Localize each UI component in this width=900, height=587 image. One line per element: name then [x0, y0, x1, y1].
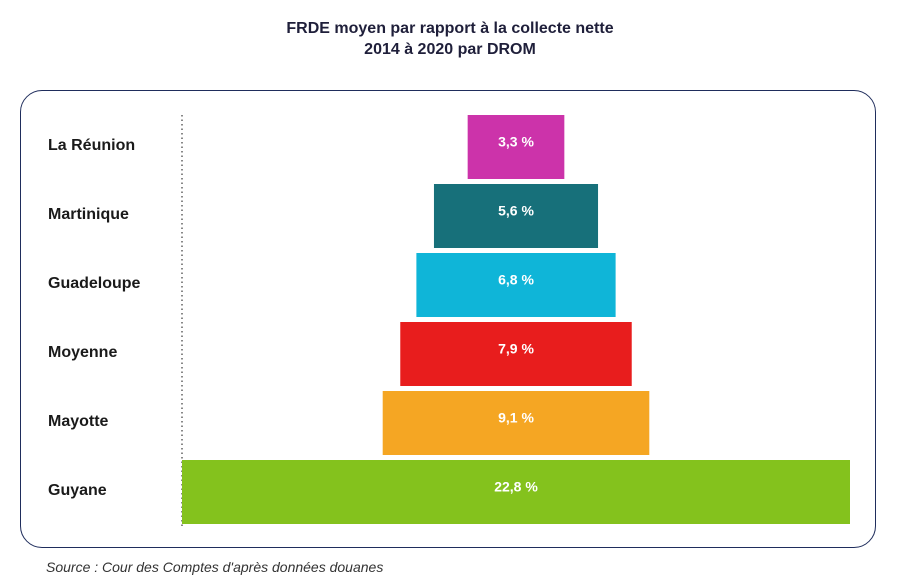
data-label: 9,1 % [498, 410, 534, 426]
category-label: La Réunion [48, 137, 135, 154]
chart-title-line-2: 2014 à 2020 par DROM [364, 41, 536, 58]
data-label: 3,3 % [498, 134, 534, 150]
bar-mayotte [382, 391, 650, 455]
bar-marks: 3,3 % La Réunion 5,6 % Martinique 6,8 % Guade… [48, 115, 850, 524]
bar-moyenne [400, 322, 632, 386]
bar-guyane [182, 460, 850, 524]
bar-guadeloupe [416, 253, 616, 317]
category-label: Guadeloupe [48, 275, 141, 292]
category-label: Mayotte [48, 413, 109, 430]
chart-title: FRDE moyen par rapport à la collecte net… [0, 18, 900, 60]
data-label: 6,8 % [498, 272, 534, 288]
data-label: 7,9 % [498, 341, 534, 357]
chart-title-line-1: FRDE moyen par rapport à la collecte net… [286, 20, 614, 37]
source-note: Source : Cour des Comptes d'après donnée… [46, 559, 384, 575]
bar-martinique [433, 184, 599, 248]
category-label: Moyenne [48, 344, 117, 361]
category-label: Guyane [48, 482, 107, 499]
category-label: Martinique [48, 206, 129, 223]
bar-la-r-union [467, 115, 565, 179]
data-label: 22,8 % [494, 479, 538, 495]
data-label: 5,6 % [498, 203, 534, 219]
